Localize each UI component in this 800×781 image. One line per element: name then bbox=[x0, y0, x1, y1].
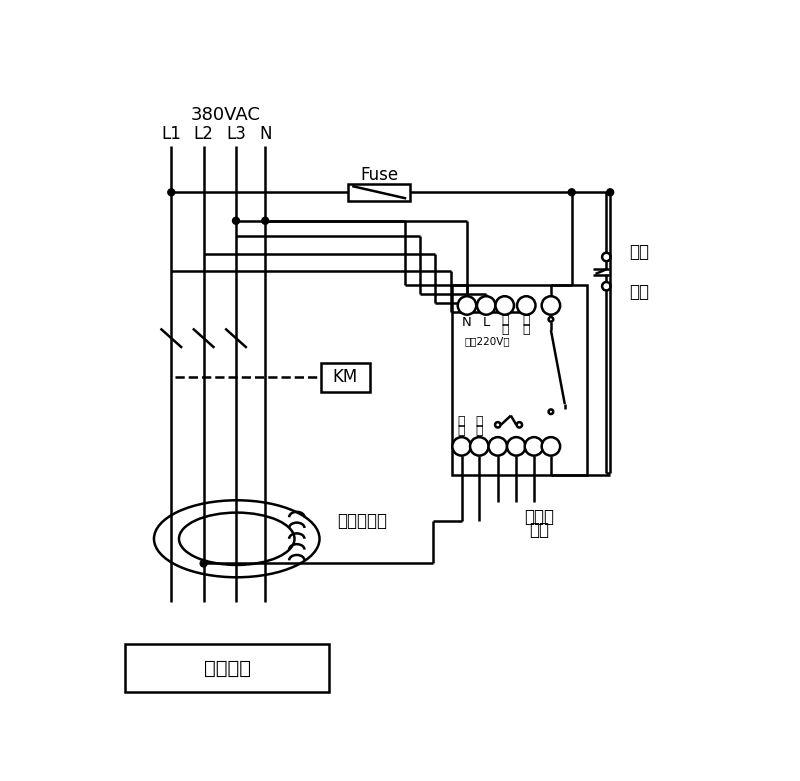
Text: 驗: 驗 bbox=[501, 323, 509, 336]
Text: 接声光: 接声光 bbox=[524, 508, 554, 526]
Text: 用户设备: 用户设备 bbox=[204, 658, 250, 678]
Text: 試: 試 bbox=[501, 315, 509, 327]
Text: 信: 信 bbox=[475, 415, 483, 428]
Text: 380VAC: 380VAC bbox=[190, 105, 261, 123]
Circle shape bbox=[489, 437, 507, 455]
Text: N: N bbox=[462, 316, 472, 329]
Text: L3: L3 bbox=[226, 125, 246, 143]
Circle shape bbox=[542, 437, 560, 455]
Bar bbox=[452, 285, 587, 475]
Circle shape bbox=[168, 189, 174, 196]
Text: 自锁: 自锁 bbox=[630, 244, 650, 262]
Text: 开关: 开关 bbox=[630, 284, 650, 301]
Bar bbox=[321, 363, 370, 392]
Text: 11: 11 bbox=[490, 440, 506, 453]
Text: 10: 10 bbox=[472, 440, 486, 453]
Text: 號: 號 bbox=[475, 424, 483, 437]
Text: 电源220V～: 电源220V～ bbox=[465, 336, 510, 346]
Circle shape bbox=[507, 437, 526, 455]
Circle shape bbox=[606, 189, 614, 196]
Circle shape bbox=[525, 437, 543, 455]
Text: 9: 9 bbox=[458, 440, 466, 453]
Bar bbox=[125, 644, 329, 692]
Circle shape bbox=[262, 217, 269, 224]
Circle shape bbox=[200, 560, 207, 567]
Circle shape bbox=[495, 296, 514, 315]
Text: 號: 號 bbox=[458, 424, 466, 437]
Circle shape bbox=[477, 296, 495, 315]
Text: 5: 5 bbox=[522, 299, 530, 312]
Text: 8: 8 bbox=[463, 299, 470, 312]
Text: 1: 1 bbox=[513, 440, 520, 453]
Circle shape bbox=[542, 296, 560, 315]
Text: 3: 3 bbox=[547, 440, 554, 453]
Text: 試: 試 bbox=[522, 315, 530, 327]
Text: Fuse: Fuse bbox=[360, 166, 398, 184]
Circle shape bbox=[452, 437, 471, 455]
Text: L: L bbox=[482, 316, 490, 329]
Text: 报警: 报警 bbox=[530, 521, 550, 539]
Text: 零序互感器: 零序互感器 bbox=[337, 512, 387, 530]
Text: L1: L1 bbox=[162, 125, 182, 143]
Text: 信: 信 bbox=[458, 415, 466, 428]
Text: 驗: 驗 bbox=[522, 323, 530, 336]
Circle shape bbox=[458, 296, 476, 315]
Circle shape bbox=[568, 189, 575, 196]
Text: 2: 2 bbox=[530, 440, 538, 453]
Circle shape bbox=[470, 437, 489, 455]
Text: 4: 4 bbox=[547, 299, 554, 312]
Bar bbox=[349, 184, 410, 201]
Text: N: N bbox=[259, 125, 271, 143]
Text: L2: L2 bbox=[194, 125, 214, 143]
Circle shape bbox=[517, 296, 535, 315]
Text: 6: 6 bbox=[501, 299, 509, 312]
Text: 7: 7 bbox=[482, 299, 490, 312]
Text: KM: KM bbox=[333, 369, 358, 387]
Circle shape bbox=[233, 217, 239, 224]
